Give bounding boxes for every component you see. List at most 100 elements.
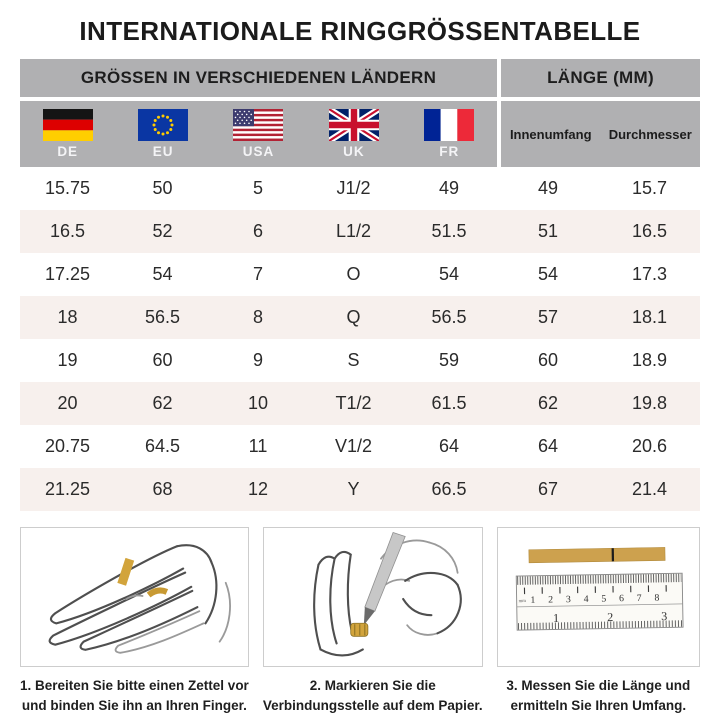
caption-3-line-2: ermitteln Sie Ihren Umfang. <box>510 698 687 714</box>
instruction-caption-1: 1. Bereiten Sie bitte einen Zettel vor u… <box>20 676 249 717</box>
table-cell: O <box>346 264 361 284</box>
table-cell: 59 <box>438 350 460 370</box>
table-cell: 5 <box>252 178 263 198</box>
table-cell: 20 <box>57 393 78 413</box>
table-cell: 20.75 <box>44 436 91 456</box>
column-label-fr: FR <box>439 144 460 159</box>
instruction-panel-1: 1. Bereiten Sie bitte einen Zettel vor u… <box>20 527 249 717</box>
table-cell: 21.25 <box>44 479 91 499</box>
size-table: GRÖSSEN IN VERSCHIEDENEN LÄNDERN LÄNGE (… <box>20 59 700 511</box>
table-cell: 15.7 <box>631 178 668 198</box>
svg-text:3: 3 <box>661 609 667 623</box>
table-cell: 18 <box>57 307 78 327</box>
header-sizes: GRÖSSEN IN VERSCHIEDENEN LÄNDERN <box>20 59 497 97</box>
hand-with-paper-illustration <box>20 527 249 667</box>
table-cell: 49 <box>438 178 460 198</box>
caption-1-line-2: und binden Sie ihn an Ihren Finger. <box>21 698 247 714</box>
svg-text:6: 6 <box>619 593 624 604</box>
table-cell: V1/2 <box>334 436 373 456</box>
svg-text:7: 7 <box>636 593 641 604</box>
column-label-de: DE <box>57 144 79 159</box>
column-usa: USA <box>211 109 306 159</box>
table-cell: 16.5 <box>49 221 86 241</box>
germany-flag-icon <box>42 109 93 141</box>
table-cell: 8 <box>252 307 263 327</box>
eu-flag-icon <box>138 109 189 141</box>
table-cell: J1/2 <box>336 178 371 198</box>
table-cell: 19.8 <box>631 393 668 413</box>
table-cell: Q <box>346 307 361 327</box>
table-cell: 62 <box>537 393 559 413</box>
table-cell: 51 <box>537 221 559 241</box>
length-columns: Innenumfang Durchmesser <box>501 101 700 167</box>
table-cell: L1/2 <box>335 221 372 241</box>
svg-text:5: 5 <box>601 594 606 605</box>
table-row: 18 56.5 8 Q 56.5 57 18.1 <box>20 296 700 339</box>
table-cell: 7 <box>252 264 263 284</box>
table-cell: 64 <box>438 436 460 456</box>
flag-header-row: DE EU <box>20 101 700 167</box>
table-row: 20.75 64.5 11 V1/2 64 64 20.6 <box>20 425 700 468</box>
table-cell: 17.3 <box>631 264 668 284</box>
table-body: 15.75 50 5 J1/2 49 49 15.7 16.5 52 6 L1/2 51.5 51 16.… <box>20 167 700 511</box>
table-cell: 21.4 <box>631 479 668 499</box>
table-cell: 18.1 <box>631 307 668 327</box>
table-cell: 52 <box>152 221 173 241</box>
table-cell: T1/2 <box>335 393 372 413</box>
caption-3-line-1: 3. Messen Sie die Länge und <box>506 678 691 693</box>
table-cell: 11 <box>248 436 268 456</box>
instruction-caption-2: 2. Markieren Sie die Verbindungsstelle a… <box>263 676 483 717</box>
instruction-panels: 1. Bereiten Sie bitte einen Zettel vor u… <box>20 527 700 717</box>
svg-text:2: 2 <box>548 594 553 605</box>
instruction-panel-2: 2. Markieren Sie die Verbindungsstelle a… <box>262 527 483 717</box>
table-cell: 17.25 <box>44 264 91 284</box>
country-columns: DE EU <box>20 101 497 167</box>
table-cell: 57 <box>537 307 559 327</box>
caption-2-line-2: Verbindungsstelle auf dem Papier. <box>262 698 483 714</box>
column-label-usa: USA <box>242 144 275 159</box>
usa-flag-icon <box>233 109 284 141</box>
table-cell: 64.5 <box>144 436 181 456</box>
table-cell: 20.6 <box>631 436 668 456</box>
table-cell: 54 <box>537 264 559 284</box>
table-cell: 60 <box>537 350 559 370</box>
table-cell: 6 <box>252 221 263 241</box>
table-cell: 54 <box>152 264 173 284</box>
column-label-innenumfang: Innenumfang <box>509 126 592 142</box>
table-cell: 60 <box>152 350 173 370</box>
column-fr: FR <box>402 109 497 159</box>
table-cell: Y <box>347 479 360 499</box>
svg-text:1: 1 <box>530 595 535 606</box>
column-label-durchmesser: Durchmesser <box>608 126 692 142</box>
caption-2-line-1: 2. Markieren Sie die <box>309 678 436 693</box>
ruler-measuring-illustration: mm 1 2 3 4 5 6 7 8 1 2 3 <box>496 527 700 667</box>
table-header-row: GRÖSSEN IN VERSCHIEDENEN LÄNDERN LÄNGE (… <box>20 59 700 97</box>
table-cell: 62 <box>152 393 173 413</box>
table-cell: 67 <box>537 479 559 499</box>
caption-1-line-1: 1. Bereiten Sie bitte einen Zettel vor <box>20 678 249 693</box>
table-cell: 16.5 <box>631 221 668 241</box>
ruler: mm 1 2 3 4 5 6 7 8 1 2 3 <box>515 572 684 631</box>
table-row: 17.25 54 7 O 54 54 17.3 <box>20 253 700 296</box>
france-flag-icon <box>424 109 475 141</box>
column-label-eu: EU <box>152 144 174 159</box>
svg-text:1: 1 <box>553 611 559 625</box>
page-title: INTERNATIONALE RINGGRÖSSENTABELLE <box>79 16 641 46</box>
table-row: 16.5 52 6 L1/2 51.5 51 16.5 <box>20 210 700 253</box>
paper-strip <box>528 547 666 564</box>
table-cell: 49 <box>537 178 559 198</box>
table-cell: 15.75 <box>44 178 91 198</box>
table-cell: 12 <box>247 479 269 499</box>
table-cell: 68 <box>152 479 173 499</box>
table-row: 19 60 9 S 59 60 18.9 <box>20 339 700 382</box>
uk-flag-icon <box>328 109 379 141</box>
table-cell: S <box>347 350 360 370</box>
svg-text:8: 8 <box>654 593 659 604</box>
column-eu: EU <box>115 109 210 159</box>
column-de: DE <box>20 109 115 159</box>
marking-paper-illustration <box>262 527 483 667</box>
table-cell: 56.5 <box>144 307 181 327</box>
header-length: LÄNGE (MM) <box>501 59 700 97</box>
svg-text:4: 4 <box>583 594 588 605</box>
